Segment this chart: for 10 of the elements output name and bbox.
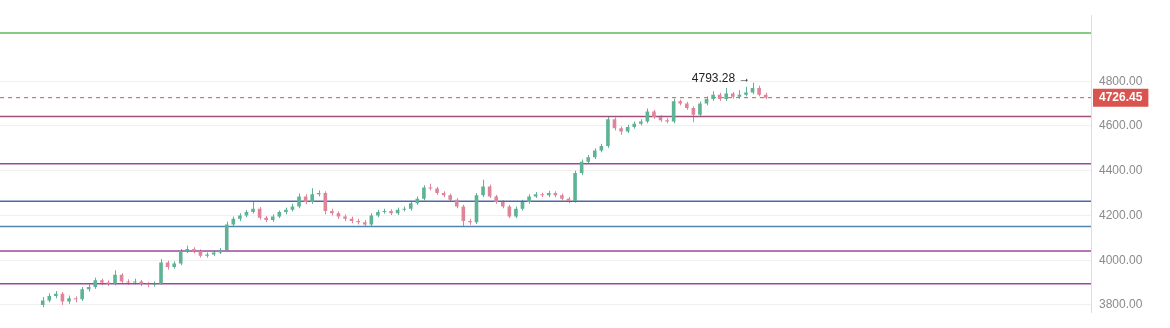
annotation: 4793.28 → <box>691 71 751 86</box>
ref-line-label: 4726.45 <box>1099 89 1143 104</box>
candlestick <box>205 251 209 259</box>
y-tick-label: 4600.00 <box>1099 118 1143 133</box>
y-tick-label: 4800.00 <box>1099 73 1143 88</box>
candlestick <box>159 258 163 286</box>
y-tick-label: 4000.00 <box>1099 252 1143 267</box>
y-tick-label: 4200.00 <box>1099 207 1143 222</box>
y-tick-label: 4400.00 <box>1099 163 1143 178</box>
y-tick-label: 3800.00 <box>1099 297 1143 312</box>
